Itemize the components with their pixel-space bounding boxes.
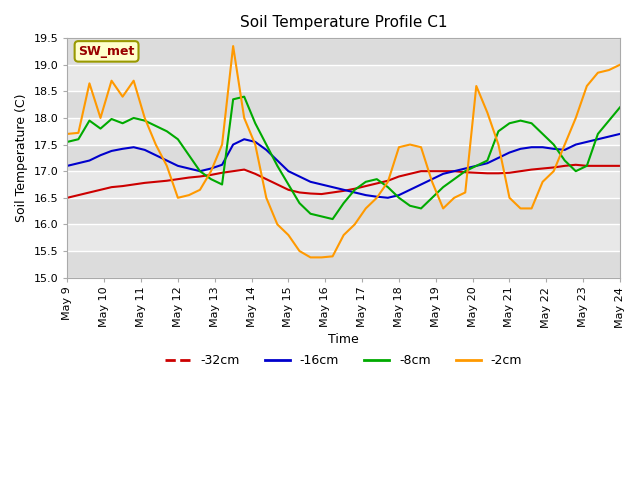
Bar xyxy=(67,144,620,171)
Bar xyxy=(67,38,620,65)
Title: Soil Temperature Profile C1: Soil Temperature Profile C1 xyxy=(240,15,447,30)
Bar xyxy=(67,251,620,277)
Bar xyxy=(67,198,620,224)
Legend: -32cm, -16cm, -8cm, -2cm: -32cm, -16cm, -8cm, -2cm xyxy=(160,349,527,372)
Text: SW_met: SW_met xyxy=(78,45,135,58)
X-axis label: Time: Time xyxy=(328,333,359,346)
Bar xyxy=(67,91,620,118)
Y-axis label: Soil Temperature (C): Soil Temperature (C) xyxy=(15,94,28,222)
